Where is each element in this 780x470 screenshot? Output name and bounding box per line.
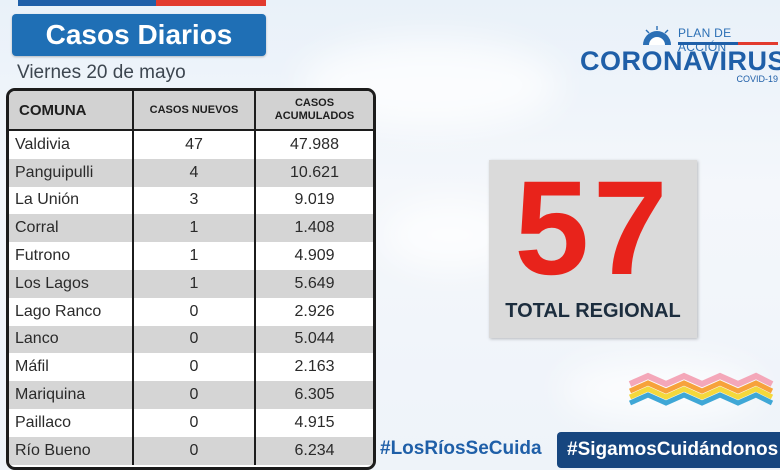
table-row: Lago Ranco 0 2.926 [9,297,373,326]
casos-nuevos-cell: 0 [133,408,256,437]
table-row: Lanco 0 5.044 [9,325,373,354]
comuna-cell: Corral [9,214,134,243]
casos-acumulados-cell: 47.988 [255,130,373,159]
casos-acumulados-cell: 10.621 [255,158,373,187]
casos-acumulados-cell: 6.234 [255,436,373,465]
sun-icon [643,26,671,45]
casos-acumulados-cell: 2.163 [255,353,373,382]
column-header-casos-acumulados: CASOS ACUMULADOS [255,91,373,131]
table-row: Paillaco 0 4.915 [9,408,373,437]
comuna-cell: Río Bueno [9,436,134,465]
casos-nuevos-cell: 3 [133,186,256,215]
comuna-cell: Mariquina [9,381,134,409]
table-row: Panguipulli 4 10.621 [9,158,373,187]
comuna-cell: La Unión [9,186,134,215]
hashtag-los-rios: #LosRíosSeCuida [380,438,542,459]
top-color-strip [18,0,266,6]
casos-nuevos-cell: 1 [133,242,256,270]
casos-acumulados-cell: 5.649 [255,269,373,298]
cases-table: COMUNA CASOS NUEVOS CASOS ACUMULADOS Val… [6,88,376,470]
table-row: Río Bueno 0 6.234 [9,436,373,465]
comuna-cell: Paillaco [9,408,134,437]
casos-nuevos-cell: 0 [133,297,256,326]
table-row: La Unión 3 9.019 [9,186,373,215]
table-row: Mariquina 0 6.305 [9,381,373,409]
total-regional-label: TOTAL REGIONAL [505,300,681,322]
table-row: Valdivia 47 47.988 [9,130,373,159]
casos-nuevos-cell: 1 [133,214,256,243]
column-header-comuna: COMUNA [9,91,134,131]
casos-acumulados-cell: 5.044 [255,325,373,354]
table-row: Corral 1 1.408 [9,214,373,243]
casos-acumulados-cell: 4.909 [255,242,373,270]
casos-acumulados-cell: 6.305 [255,381,373,409]
comuna-cell: Máfil [9,353,134,382]
total-regional-card: 57 TOTAL REGIONAL [489,160,697,338]
casos-nuevos-cell: 4 [133,158,256,187]
column-header-casos-nuevos: CASOS NUEVOS [133,91,256,131]
plan-coronavirus-logo: PLAN DE ACCIÓN CORONAVIRUS COVID-19 [580,22,780,86]
comuna-cell: Los Lagos [9,269,134,298]
casos-nuevos-cell: 47 [133,130,256,159]
logo-covid-text: COVID-19 [736,74,778,84]
casos-nuevos-cell: 0 [133,436,256,465]
total-regional-value: 57 [514,154,672,303]
casos-acumulados-cell: 9.019 [255,186,373,215]
casos-acumulados-cell: 1.408 [255,214,373,243]
table-row: Futrono 1 4.909 [9,242,373,270]
comuna-cell: Lanco [9,325,134,354]
casos-nuevos-cell: 0 [133,325,256,354]
page-title: Casos Diarios [12,14,266,56]
hashtag-sigamos: #SigamosCuidándonos [557,432,780,468]
table-row: Los Lagos 1 5.649 [9,269,373,298]
logo-coronavirus-text: CORONAVIRUS [580,46,780,76]
casos-nuevos-cell: 0 [133,381,256,409]
comuna-cell: Futrono [9,242,134,270]
comuna-cell: Lago Ranco [9,297,134,326]
table-row: Máfil 0 2.163 [9,353,373,382]
casos-acumulados-cell: 4.915 [255,408,373,437]
wave-stripes-icon [628,372,774,406]
casos-acumulados-cell: 2.926 [255,297,373,326]
casos-nuevos-cell: 0 [133,353,256,382]
comuna-cell: Panguipulli [9,158,134,187]
report-date: Viernes 20 de mayo [17,62,186,83]
comuna-cell: Valdivia [9,130,134,159]
casos-nuevos-cell: 1 [133,269,256,298]
